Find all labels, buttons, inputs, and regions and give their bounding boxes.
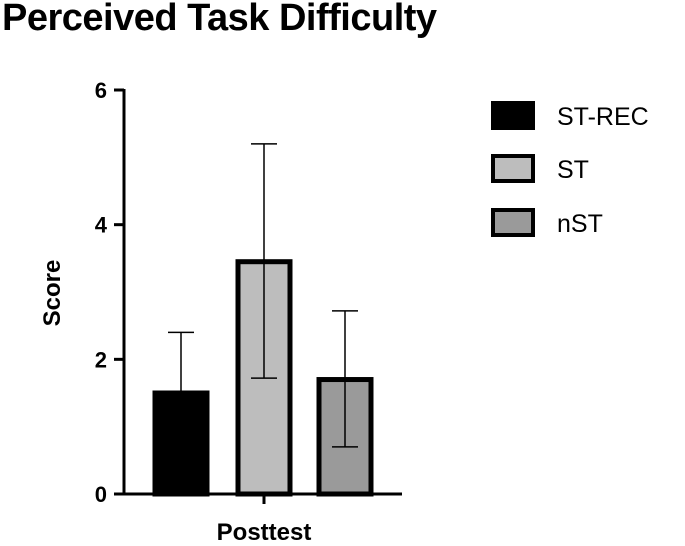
y-axis-label: Score <box>39 260 66 327</box>
legend-swatch-nst <box>491 208 535 237</box>
y-tick-label: 4 <box>95 213 108 238</box>
bar-st-rec <box>152 390 210 497</box>
legend-label-nst: nST <box>557 210 603 238</box>
legend-label-st: ST <box>557 156 589 184</box>
legend-swatch-st <box>491 154 535 183</box>
legend-label-st-rec: ST-REC <box>557 103 649 131</box>
y-tick-label: 2 <box>95 347 107 372</box>
chart-title: Perceived Task Difficulty <box>2 0 437 39</box>
legend-swatch-st-rec <box>491 101 535 130</box>
x-axis-label: Posttest <box>217 519 312 546</box>
y-tick-label: 0 <box>95 482 107 507</box>
y-tick-label: 6 <box>95 78 107 103</box>
